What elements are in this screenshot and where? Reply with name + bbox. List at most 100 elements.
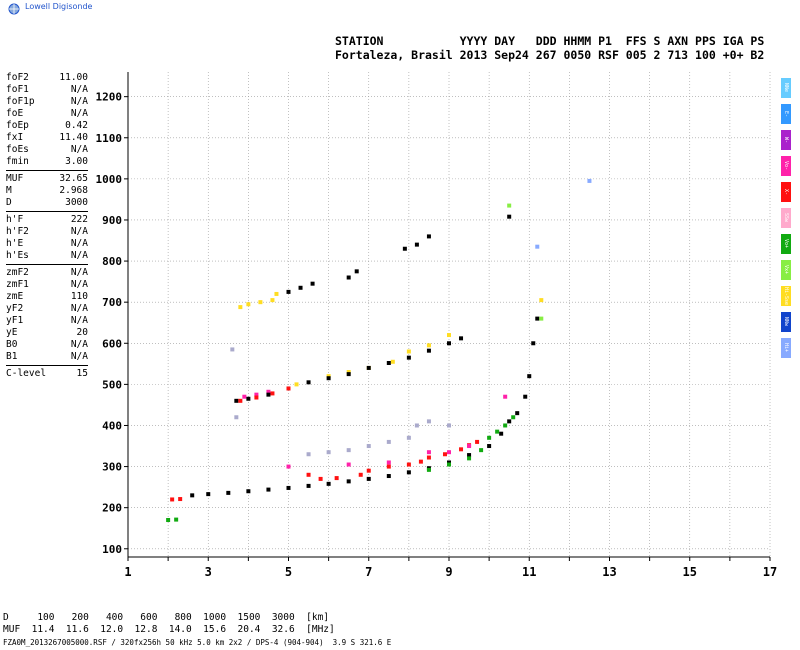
data-point [535,316,540,321]
param-value: 11.00 [59,72,88,83]
data-point [234,415,239,420]
param-name: B0 [6,339,18,350]
legend-swatch: Hi-Sse [781,286,791,306]
file-info: FZA0M_2013267005000.RSF / 320fx256h 50 k… [3,638,392,647]
data-point [346,462,351,467]
y-tick-label: 1000 [96,173,123,186]
data-point [459,447,464,452]
param-value: N/A [70,226,88,237]
data-point [515,411,520,416]
param-name: MUF [6,173,24,184]
data-point [254,395,259,400]
param-value: N/A [70,303,88,314]
data-point [366,444,371,449]
data-point [507,214,512,219]
data-point [447,450,451,455]
data-point [535,244,540,249]
data-point [366,365,371,370]
y-tick-label: 400 [102,419,122,432]
data-point [467,453,472,458]
param-row: B0 N/A [6,339,88,351]
x-tick-label: 13 [602,565,616,579]
data-point [406,435,411,440]
legend-swatch: E- [781,104,791,124]
data-point [406,349,411,354]
param-name: yF2 [6,303,24,314]
legend-swatch: Vo+ [781,234,791,254]
y-tick-label: 600 [102,337,122,350]
data-point [178,497,183,502]
data-point [358,472,363,477]
x-tick-label: 5 [285,565,292,579]
data-point [226,490,231,495]
brand-name: Lowell Digisonde [25,2,93,11]
footer-distance-row: D 100 200 400 600 800 1000 1500 3000 [km… [3,612,330,623]
data-point [230,347,235,352]
param-row: C-level 15 [6,368,88,380]
data-point [306,472,311,477]
header-values: Fortaleza, Brasil 2013 Sep24 267 0050 RS… [335,48,765,62]
data-point [354,269,359,274]
data-point [426,455,431,460]
param-row: yF1 N/A [6,315,88,327]
data-point [587,178,592,183]
data-point [426,348,431,353]
data-point [539,298,544,303]
param-row: zmF1 N/A [6,279,88,291]
x-tick-label: 9 [445,565,452,579]
data-point [467,444,472,449]
param-value: N/A [70,267,88,278]
param-name: h'F [6,214,24,225]
param-value: 32.65 [59,173,88,184]
param-row: foEs N/A [6,144,88,156]
param-row: h'F 222 [6,214,88,226]
data-point [318,476,323,481]
param-value: N/A [70,96,88,107]
data-point [206,492,211,497]
y-tick-label: 100 [102,543,122,556]
param-name: h'E [6,238,24,249]
param-row: M 2.968 [6,185,88,197]
data-point [266,392,271,397]
data-point [406,355,411,360]
x-tick-label: 17 [763,565,777,579]
param-row: MUF 32.65 [6,173,88,185]
ionospheric-parameters: foF2 11.00 foF1 N/A foF1p N/A foE N/A foEp 0.42 fx… [6,72,88,380]
param-value: 2.968 [59,185,88,196]
param-value: N/A [70,238,88,249]
param-row: zmF2 N/A [6,267,88,279]
y-tick-label: 900 [102,214,122,227]
data-point [306,380,311,385]
param-name: foEs [6,144,29,155]
param-value: N/A [70,250,88,261]
data-point [390,359,395,364]
param-row: h'F2 N/A [6,226,88,238]
data-point [507,203,512,208]
data-point [346,370,351,375]
data-point [406,470,411,475]
data-point [447,341,451,346]
data-point [406,462,411,467]
data-point [334,476,339,481]
data-point [426,419,431,424]
data-point [310,281,315,286]
data-point [270,298,275,303]
data-point [306,483,311,488]
data-point [414,242,419,247]
param-name: foE [6,108,24,119]
x-tick-label: 7 [365,565,372,579]
param-separator [6,170,88,171]
data-point [414,423,419,428]
data-point [306,452,311,457]
param-row: h'E N/A [6,238,88,250]
data-point [475,439,480,444]
data-point [190,493,195,498]
data-point [499,431,504,436]
param-separator [6,264,88,265]
param-value: N/A [70,339,88,350]
data-point [507,419,512,424]
data-point [447,460,451,465]
data-point [326,376,331,381]
data-point [246,396,251,401]
param-row: B1 N/A [6,351,88,363]
